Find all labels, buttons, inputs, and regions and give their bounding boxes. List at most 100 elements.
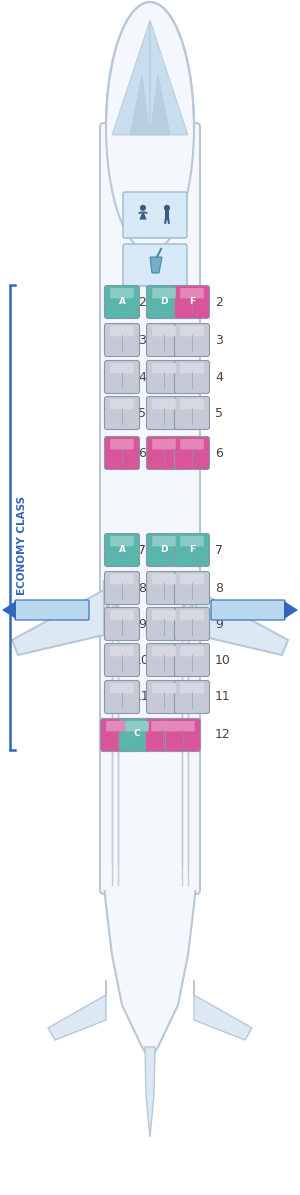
FancyBboxPatch shape bbox=[180, 399, 204, 410]
FancyBboxPatch shape bbox=[125, 721, 149, 731]
Text: 3: 3 bbox=[138, 333, 146, 347]
FancyBboxPatch shape bbox=[146, 607, 182, 641]
Text: 10: 10 bbox=[134, 654, 150, 667]
FancyBboxPatch shape bbox=[104, 436, 140, 470]
FancyBboxPatch shape bbox=[152, 646, 176, 656]
Polygon shape bbox=[196, 580, 288, 655]
FancyBboxPatch shape bbox=[175, 286, 209, 319]
FancyBboxPatch shape bbox=[146, 571, 182, 605]
FancyBboxPatch shape bbox=[104, 571, 140, 605]
Polygon shape bbox=[284, 601, 298, 619]
FancyBboxPatch shape bbox=[104, 533, 140, 566]
Text: 12: 12 bbox=[215, 729, 231, 742]
FancyBboxPatch shape bbox=[106, 721, 130, 731]
Text: 12: 12 bbox=[134, 729, 150, 742]
Text: 8: 8 bbox=[215, 582, 223, 594]
Bar bbox=[190, 590, 194, 630]
FancyBboxPatch shape bbox=[146, 397, 182, 429]
Circle shape bbox=[165, 206, 169, 210]
FancyBboxPatch shape bbox=[152, 363, 176, 373]
FancyBboxPatch shape bbox=[110, 574, 134, 584]
Text: F: F bbox=[189, 545, 195, 553]
Polygon shape bbox=[140, 210, 147, 220]
Text: 6: 6 bbox=[215, 447, 223, 460]
FancyBboxPatch shape bbox=[180, 326, 204, 337]
FancyBboxPatch shape bbox=[110, 609, 134, 620]
Text: 9: 9 bbox=[215, 618, 223, 631]
FancyBboxPatch shape bbox=[171, 721, 195, 731]
Text: 2: 2 bbox=[138, 295, 146, 308]
FancyBboxPatch shape bbox=[123, 244, 187, 286]
Polygon shape bbox=[150, 20, 188, 135]
Text: C: C bbox=[134, 729, 140, 739]
Polygon shape bbox=[150, 75, 170, 135]
FancyBboxPatch shape bbox=[180, 288, 204, 299]
Text: 10: 10 bbox=[215, 654, 231, 667]
FancyBboxPatch shape bbox=[104, 607, 140, 641]
FancyBboxPatch shape bbox=[166, 718, 200, 752]
FancyBboxPatch shape bbox=[110, 646, 134, 656]
Text: 4: 4 bbox=[138, 370, 146, 384]
FancyBboxPatch shape bbox=[146, 324, 182, 356]
FancyBboxPatch shape bbox=[152, 684, 176, 693]
FancyBboxPatch shape bbox=[180, 363, 204, 373]
FancyBboxPatch shape bbox=[110, 537, 134, 546]
Text: 7: 7 bbox=[138, 544, 146, 557]
Text: 8: 8 bbox=[138, 582, 146, 594]
FancyBboxPatch shape bbox=[104, 324, 140, 356]
Polygon shape bbox=[12, 580, 104, 655]
FancyBboxPatch shape bbox=[110, 439, 134, 449]
FancyBboxPatch shape bbox=[175, 436, 209, 470]
Polygon shape bbox=[145, 1047, 155, 1136]
FancyBboxPatch shape bbox=[100, 718, 136, 752]
FancyBboxPatch shape bbox=[152, 288, 176, 299]
FancyBboxPatch shape bbox=[175, 680, 209, 713]
FancyBboxPatch shape bbox=[180, 609, 204, 620]
Text: 11: 11 bbox=[134, 691, 150, 704]
Text: D: D bbox=[160, 296, 168, 306]
FancyBboxPatch shape bbox=[110, 363, 134, 373]
FancyBboxPatch shape bbox=[146, 533, 182, 566]
FancyBboxPatch shape bbox=[104, 643, 140, 676]
Polygon shape bbox=[112, 20, 150, 135]
Text: 5: 5 bbox=[215, 406, 223, 419]
FancyBboxPatch shape bbox=[146, 643, 182, 676]
Polygon shape bbox=[150, 257, 162, 272]
Bar bbox=[106, 590, 110, 630]
Text: ECONOMY CLASS: ECONOMY CLASS bbox=[17, 496, 27, 595]
Polygon shape bbox=[104, 885, 196, 1060]
FancyBboxPatch shape bbox=[104, 286, 140, 319]
FancyBboxPatch shape bbox=[119, 718, 154, 752]
FancyBboxPatch shape bbox=[152, 326, 176, 337]
Text: 7: 7 bbox=[215, 544, 223, 557]
Bar bbox=[165, 210, 169, 220]
FancyBboxPatch shape bbox=[104, 680, 140, 713]
Text: 5: 5 bbox=[138, 406, 146, 419]
Polygon shape bbox=[130, 75, 150, 135]
Text: 3: 3 bbox=[215, 333, 223, 347]
FancyBboxPatch shape bbox=[146, 680, 182, 713]
FancyBboxPatch shape bbox=[175, 397, 209, 429]
FancyBboxPatch shape bbox=[175, 324, 209, 356]
Text: A: A bbox=[118, 296, 125, 306]
FancyBboxPatch shape bbox=[146, 436, 182, 470]
FancyBboxPatch shape bbox=[123, 192, 187, 238]
FancyBboxPatch shape bbox=[110, 684, 134, 693]
Text: A: A bbox=[118, 545, 125, 553]
Polygon shape bbox=[48, 980, 106, 1040]
FancyBboxPatch shape bbox=[180, 439, 204, 449]
Polygon shape bbox=[2, 601, 16, 619]
FancyBboxPatch shape bbox=[146, 286, 182, 319]
FancyBboxPatch shape bbox=[152, 399, 176, 410]
Text: F: F bbox=[189, 296, 195, 306]
FancyBboxPatch shape bbox=[146, 718, 181, 752]
Circle shape bbox=[141, 206, 145, 210]
FancyBboxPatch shape bbox=[180, 646, 204, 656]
FancyBboxPatch shape bbox=[110, 288, 134, 299]
Text: 6: 6 bbox=[138, 447, 146, 460]
Text: 11: 11 bbox=[215, 691, 231, 704]
FancyBboxPatch shape bbox=[180, 684, 204, 693]
FancyBboxPatch shape bbox=[175, 533, 209, 566]
FancyBboxPatch shape bbox=[175, 361, 209, 393]
FancyBboxPatch shape bbox=[110, 326, 134, 337]
